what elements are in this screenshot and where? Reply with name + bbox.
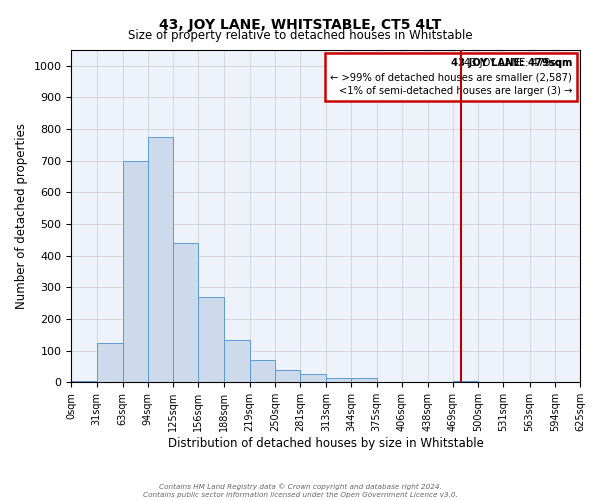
Y-axis label: Number of detached properties: Number of detached properties: [15, 123, 28, 309]
Text: 43, JOY LANE, WHITSTABLE, CT5 4LT: 43, JOY LANE, WHITSTABLE, CT5 4LT: [159, 18, 441, 32]
Bar: [224, 340, 250, 382]
Bar: [71, 381, 97, 382]
Text: 43 JOY LANE: 479sqm: 43 JOY LANE: 479sqm: [451, 58, 572, 68]
Bar: [97, 343, 122, 382]
Bar: [300, 374, 326, 382]
X-axis label: Distribution of detached houses by size in Whitstable: Distribution of detached houses by size …: [168, 437, 484, 450]
Bar: [148, 137, 173, 382]
Bar: [453, 381, 478, 382]
Text: Contains HM Land Registry data © Crown copyright and database right 2024.
Contai: Contains HM Land Registry data © Crown c…: [143, 484, 457, 498]
Bar: [351, 378, 377, 382]
Bar: [173, 243, 198, 382]
Bar: [122, 161, 148, 382]
Text: Size of property relative to detached houses in Whitstable: Size of property relative to detached ho…: [128, 29, 472, 42]
Bar: [250, 360, 275, 382]
Bar: [198, 297, 224, 382]
Text: 43 JOY LANE: 479sqm
← >99% of detached houses are smaller (2,587)
<1% of semi-de: 43 JOY LANE: 479sqm ← >99% of detached h…: [331, 58, 572, 96]
Bar: [326, 378, 351, 382]
Bar: [275, 370, 300, 382]
